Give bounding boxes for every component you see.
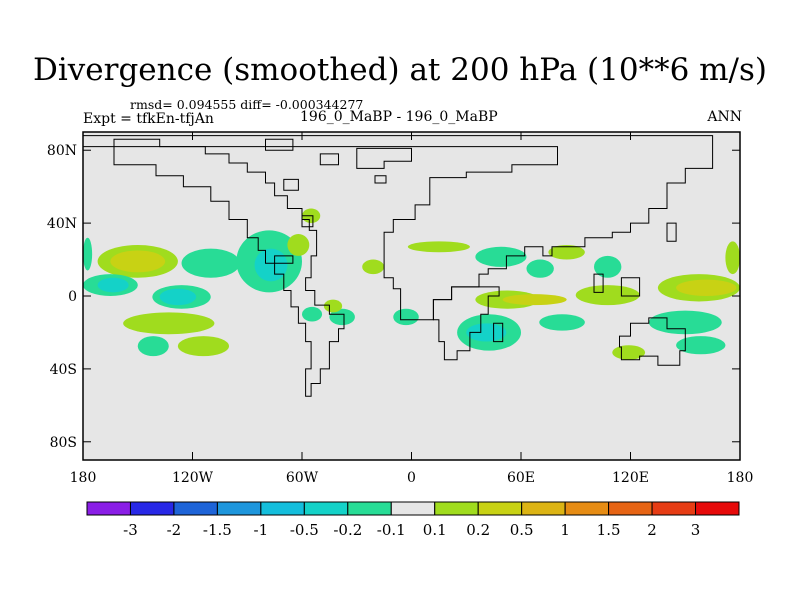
coastline bbox=[493, 322, 504, 343]
colorbar-label: -0.1 bbox=[377, 521, 406, 539]
coastline bbox=[283, 178, 299, 191]
contour-region bbox=[502, 294, 567, 306]
colorbar-label: 0.5 bbox=[510, 521, 534, 539]
colorbar-label: -3 bbox=[123, 521, 138, 539]
contour-region bbox=[177, 336, 229, 357]
coastline bbox=[432, 286, 500, 361]
contour-region bbox=[83, 237, 93, 271]
colorbar-label: 3 bbox=[691, 521, 701, 539]
coastline bbox=[619, 317, 686, 366]
colorbar-swatch bbox=[434, 501, 479, 516]
colorbar-label: 2 bbox=[647, 521, 657, 539]
coastline bbox=[356, 147, 412, 169]
x-tick-label: 120E bbox=[612, 470, 649, 486]
contour-region bbox=[612, 345, 646, 360]
colorbar-swatch bbox=[86, 501, 131, 516]
cases-label: 196_0_MaBP - 196_0_MaBP bbox=[300, 109, 498, 125]
contour-region bbox=[97, 277, 129, 293]
contour-region bbox=[302, 306, 323, 322]
contour-region bbox=[159, 288, 197, 306]
contour-region bbox=[407, 241, 470, 253]
contour-region bbox=[539, 314, 585, 331]
coastline bbox=[666, 222, 677, 242]
colorbar-swatch bbox=[347, 501, 392, 516]
colorbar-label: 1 bbox=[560, 521, 570, 539]
contour-region bbox=[466, 323, 507, 342]
x-tick-label: 180 bbox=[70, 470, 97, 486]
coastline bbox=[301, 215, 314, 228]
colorbar-swatch bbox=[390, 501, 436, 516]
colorbar-swatch bbox=[608, 501, 653, 516]
colorbar-label: -0.2 bbox=[333, 521, 362, 539]
colorbar-label: -1 bbox=[254, 521, 269, 539]
colorbar-swatch bbox=[129, 501, 175, 516]
contour-region bbox=[393, 308, 419, 326]
contour-region bbox=[123, 312, 215, 335]
coastline bbox=[83, 135, 714, 321]
colorbar-label: 0.2 bbox=[466, 521, 490, 539]
colorbar-swatch bbox=[477, 501, 523, 516]
x-tick-label: 0 bbox=[407, 470, 416, 486]
colorbar-label: -1.5 bbox=[203, 521, 232, 539]
colorbar-swatch bbox=[695, 501, 740, 516]
contour-region bbox=[323, 299, 343, 313]
y-tick-label: 40N bbox=[47, 216, 77, 232]
y-tick-label: 0 bbox=[68, 289, 77, 305]
coastline bbox=[113, 138, 345, 397]
chart-title: Divergence (smoothed) at 200 hPa (10**6 … bbox=[33, 52, 767, 88]
contour-region bbox=[548, 244, 585, 260]
y-tick-label: 80S bbox=[50, 435, 77, 451]
coastline bbox=[274, 255, 294, 264]
contour-region bbox=[329, 308, 355, 326]
colorbar-swatch bbox=[303, 501, 349, 516]
coastline bbox=[265, 138, 294, 151]
colorbar-label: -0.5 bbox=[290, 521, 319, 539]
season-label: ANN bbox=[707, 109, 742, 125]
colorbar-swatch bbox=[260, 501, 305, 516]
colorbar-swatch bbox=[173, 501, 218, 516]
contour-region bbox=[526, 259, 554, 278]
contour-region bbox=[676, 336, 726, 355]
contour-region bbox=[137, 336, 169, 357]
y-tick-label: 40S bbox=[50, 362, 77, 378]
coastline bbox=[620, 277, 641, 297]
contour-region bbox=[725, 241, 740, 275]
x-tick-label: 60E bbox=[507, 470, 535, 486]
contour-region bbox=[254, 248, 288, 282]
colorbar-label: 0.1 bbox=[423, 521, 447, 539]
contour-region bbox=[287, 234, 310, 256]
colorbar-swatch bbox=[521, 501, 566, 516]
y-tick-label: 80N bbox=[47, 143, 77, 159]
colorbar-label: 1.5 bbox=[597, 521, 621, 539]
contour-region bbox=[181, 248, 240, 278]
contour-region bbox=[110, 250, 166, 273]
coastline bbox=[374, 175, 387, 184]
contour-region bbox=[475, 246, 527, 267]
coastline bbox=[593, 273, 604, 293]
experiment-label: Expt = tfkEn-tfjAn bbox=[83, 111, 214, 127]
colorbar-label: -2 bbox=[167, 521, 182, 539]
x-tick-label: 60W bbox=[286, 470, 319, 486]
contour-region bbox=[676, 279, 737, 296]
colorbar-swatch bbox=[564, 501, 610, 516]
colorbar-swatch bbox=[216, 501, 262, 516]
contour-region bbox=[594, 255, 622, 278]
stats-label: rmsd= 0.094555 diff= -0.000344277 bbox=[130, 97, 364, 112]
coastline bbox=[319, 153, 339, 166]
x-tick-label: 120W bbox=[172, 470, 214, 486]
x-tick-label: 180 bbox=[727, 470, 754, 486]
contour-region bbox=[575, 285, 640, 306]
contour-region bbox=[362, 259, 385, 275]
colorbar-swatch bbox=[651, 501, 697, 516]
